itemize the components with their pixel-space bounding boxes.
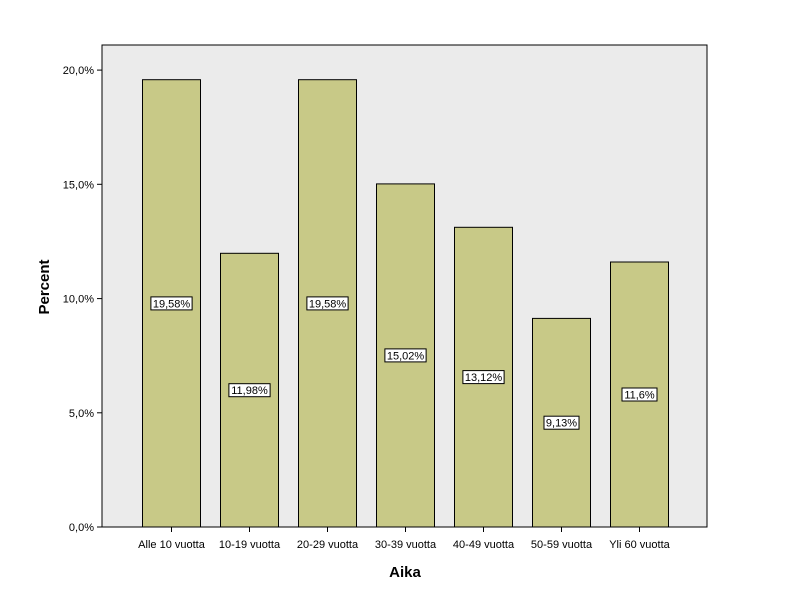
y-tick-label-1: 0,0% — [69, 522, 94, 534]
data-label-text: 9,13% — [546, 418, 577, 430]
data-label-text: 11,6% — [624, 390, 655, 402]
data-label-box — [228, 383, 271, 398]
data-label-box — [384, 348, 427, 363]
data-label-box — [462, 370, 505, 385]
data-label-box — [543, 415, 580, 430]
y-ticks-layer: 0,0% 5,0% 10,0% 15,0% 20,0% — [63, 65, 102, 534]
data-label-text: 19,58% — [309, 298, 347, 310]
y-tick-label-3: 10,0% — [63, 294, 94, 306]
x-tick-label-5: 40-49 vuotta — [453, 539, 515, 551]
bar-7 — [610, 261, 669, 528]
y-tick-label-4: 15,0% — [63, 179, 94, 191]
data-label-5: 13,12% — [462, 370, 505, 385]
data-label-text: 19,58% — [153, 298, 191, 310]
data-label-4: 15,02% — [384, 348, 427, 363]
x-ticks-layer: Alle 10 vuotta 10-19 vuotta 20-29 vuotta 30… — [138, 527, 671, 551]
data-label-box — [150, 296, 193, 311]
data-label-box — [621, 387, 658, 402]
x-tick-label-3: 20-29 vuotta — [297, 539, 359, 551]
y-axis-title: Percent — [36, 259, 53, 314]
data-label-1: 19,58% — [150, 296, 193, 311]
x-axis-title: Aika — [389, 564, 421, 581]
data-label-text: 13,12% — [465, 372, 503, 384]
data-labels-layer: 19,58% 11,98% 19,58% 15,02% 13,12% 9,13% 11,6% — [150, 296, 658, 430]
y-tick-label-2: 5,0% — [69, 408, 94, 420]
data-label-2: 11,98% — [228, 383, 271, 398]
data-label-text: 11,98% — [231, 385, 268, 397]
x-tick-label-1: Alle 10 vuotta — [138, 539, 206, 551]
x-tick-label-7: Yli 60 vuotta — [609, 539, 670, 551]
data-label-box — [306, 296, 349, 311]
y-tick-label-5: 20,0% — [63, 65, 94, 77]
data-label-3: 19,58% — [306, 296, 349, 311]
data-label-6: 9,13% — [543, 415, 580, 430]
x-tick-label-6: 50-59 vuotta — [531, 539, 593, 551]
x-tick-label-4: 30-39 vuotta — [375, 539, 437, 551]
data-label-text: 15,02% — [387, 350, 425, 362]
data-label-7: 11,6% — [621, 387, 658, 402]
x-tick-label-2: 10-19 vuotta — [219, 539, 281, 551]
